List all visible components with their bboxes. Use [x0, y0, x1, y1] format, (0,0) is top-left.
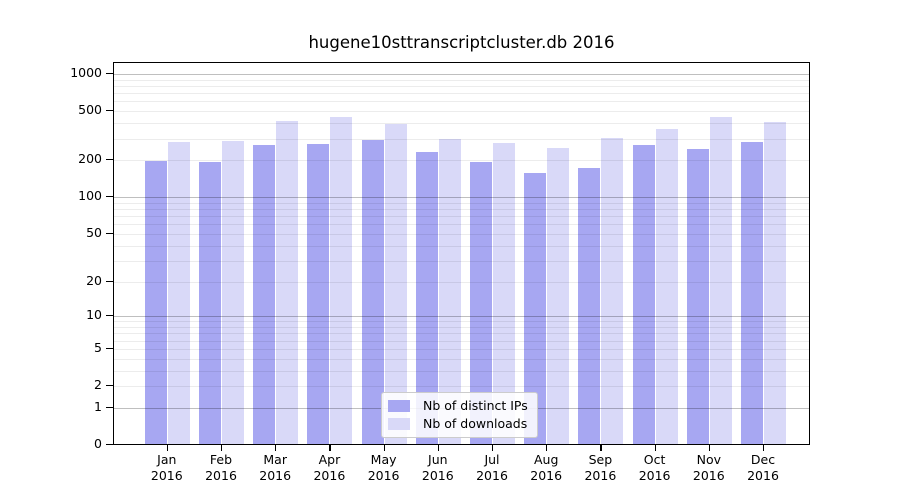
legend-label-downloads: Nb of downloads — [423, 416, 528, 431]
bar-distinct-ips-mar — [253, 145, 276, 444]
legend-item-downloads: Nb of downloads — [388, 417, 528, 431]
y-tick — [106, 232, 113, 235]
bar-downloads-dec — [764, 121, 786, 444]
bar-distinct-ips-sep — [578, 167, 601, 444]
x-tick — [763, 445, 765, 451]
bars-layer — [114, 63, 809, 444]
x-tick — [275, 445, 277, 451]
x-tick — [708, 445, 710, 451]
y-tick-label: 200 — [78, 151, 102, 167]
bar-distinct-ips-nov — [686, 149, 709, 444]
y-tick — [106, 347, 113, 349]
y-tick-label: 2 — [94, 377, 102, 392]
y-tick — [106, 159, 113, 161]
y-tick-label: 100 — [78, 188, 102, 204]
x-tick-label: Dec 2016 — [747, 452, 779, 483]
x-tick-label: May 2016 — [367, 452, 400, 483]
bar-downloads-may — [384, 123, 407, 444]
x-tick — [383, 445, 385, 451]
x-tick — [546, 445, 548, 451]
y-tick-label: 5 — [94, 339, 102, 355]
bar-distinct-ips-jun — [415, 151, 438, 444]
legend-item-distinct-ips: Nb of distinct IPs — [388, 399, 528, 413]
x-tick-label: Jun 2016 — [421, 452, 454, 483]
y-tick — [106, 280, 113, 282]
x-tick-label: Sep 2016 — [584, 452, 617, 483]
x-tick-label: Apr 2016 — [313, 452, 346, 483]
legend-swatch-distinct-ips — [388, 400, 410, 412]
y-tick — [106, 385, 113, 387]
y-tick — [106, 72, 113, 75]
legend-swatch-downloads — [388, 418, 410, 430]
bar-downloads-apr — [330, 117, 353, 444]
y-tick — [106, 406, 113, 408]
y-tick-label: 1000 — [70, 64, 102, 80]
bar-downloads-jun — [438, 139, 461, 444]
bar-downloads-mar — [276, 120, 299, 444]
x-tick-label: Jul 2016 — [476, 452, 508, 483]
legend: Nb of distinct IPs Nb of downloads — [381, 392, 538, 438]
x-tick-label: Feb 2016 — [205, 452, 237, 483]
y-tick-label: 50 — [86, 224, 102, 240]
x-tick — [329, 445, 331, 451]
y-tick — [106, 315, 113, 317]
bar-downloads-aug — [547, 148, 570, 444]
x-tick-label: Aug 2016 — [530, 452, 563, 483]
chart-title: hugene10sttranscriptcluster.db 2016 — [308, 33, 615, 52]
y-tick — [106, 444, 113, 446]
bar-distinct-ips-jan — [144, 161, 167, 444]
bar-downloads-sep — [601, 138, 624, 444]
plot-area — [113, 62, 810, 445]
bar-downloads-jul — [493, 142, 515, 444]
bar-distinct-ips-oct — [632, 145, 655, 444]
x-tick — [600, 445, 602, 451]
y-tick — [106, 110, 113, 112]
bar-downloads-feb — [222, 141, 244, 444]
x-tick — [654, 445, 656, 451]
x-tick — [221, 445, 223, 451]
legend-label-distinct-ips: Nb of distinct IPs — [423, 398, 528, 413]
x-tick — [492, 445, 494, 451]
bar-downloads-nov — [709, 116, 732, 444]
bar-distinct-ips-apr — [307, 144, 330, 444]
bar-distinct-ips-dec — [741, 141, 763, 444]
x-tick-label: Mar 2016 — [259, 452, 292, 483]
y-tick-label: 20 — [86, 272, 102, 288]
x-tick-label: Oct 2016 — [638, 452, 671, 483]
y-tick-label: 1 — [94, 398, 102, 414]
x-tick — [166, 445, 168, 451]
y-tick-label: 10 — [86, 307, 102, 323]
y-tick — [106, 196, 113, 198]
y-tick-label: 500 — [78, 102, 102, 118]
bar-distinct-ips-aug — [524, 173, 547, 444]
bar-downloads-jan — [167, 141, 190, 444]
x-tick-label: Jan 2016 — [150, 452, 183, 483]
bar-distinct-ips-may — [361, 140, 384, 444]
y-tick-label: 0 — [94, 436, 102, 451]
bar-downloads-oct — [655, 129, 678, 444]
bar-distinct-ips-feb — [199, 161, 221, 444]
x-tick-label: Nov 2016 — [692, 452, 725, 483]
x-tick — [437, 445, 439, 451]
bar-distinct-ips-jul — [470, 161, 492, 444]
